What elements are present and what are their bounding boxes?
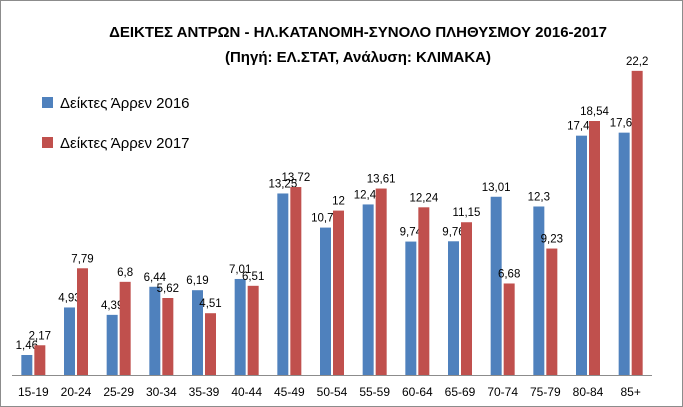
data-label-2016-30-34: 6,44 (144, 272, 167, 284)
x-tick-label: 35-39 (189, 385, 220, 399)
x-tick-label: 70-74 (487, 385, 518, 399)
plot-area: 1,462,17 15-19 4,93 7,79 20-24 4,39 6,8 25-29 6,… (12, 56, 652, 399)
bar-2017-55-59 (375, 188, 387, 375)
data-label-2017-55-59: 13,61 (367, 174, 396, 186)
data-label-2016-25-29: 4,39 (101, 300, 123, 312)
bar-2016-35-39 (192, 290, 203, 375)
bar-2016-55-59 (362, 204, 374, 375)
x-tick-label: 65-69 (445, 385, 476, 399)
x-tick-label: 50-54 (317, 385, 348, 399)
x-tick-label: 75-79 (530, 385, 561, 399)
data-label-2017-70-74: 6,68 (498, 268, 520, 280)
bar-2017-30-34 (162, 298, 174, 375)
bar-2016-80-84 (576, 135, 587, 375)
bar-2017-45-49 (290, 187, 302, 375)
bar-2016-40-44 (234, 278, 246, 375)
x-tick-label: 40-44 (231, 385, 262, 399)
x-tick-label: 25-29 (103, 385, 134, 399)
data-label-2016-15-19: 1,46 (16, 340, 38, 352)
x-tick-label: 80-84 (573, 385, 604, 399)
bar-2016-25-29 (106, 314, 118, 375)
bar-2016-20-24 (64, 307, 75, 375)
x-tick-label: 45-49 (274, 385, 305, 399)
x-tick-label: 20-24 (61, 385, 92, 399)
data-label-2016-65-69: 9,76 (442, 226, 464, 238)
data-label-2016-35-39: 6,19 (186, 275, 208, 287)
x-tick-label: 60-64 (402, 385, 433, 399)
bar-2017-25-29 (119, 281, 131, 375)
bar-2017-70-74 (503, 283, 515, 375)
bar-2016-70-74 (490, 196, 502, 375)
bar-2017-60-64 (418, 207, 430, 375)
data-label-2016-60-64: 9,74 (400, 227, 423, 239)
bar-2016-15-19 (21, 354, 33, 375)
bar-2016-30-34 (149, 286, 161, 375)
bar-2016-65-69 (448, 241, 459, 375)
data-label-2016-50-54: 10,76 (311, 213, 340, 225)
legend-swatch-2017 (42, 137, 53, 148)
data-label-2017-60-64: 12,24 (409, 192, 438, 204)
chart-title: ΔΕΙΚΤΕΣ ΑΝΤΡΩΝ - ΗΛ.ΚΑΤΑΝΟΜΗ-ΣΥΝΟΛΟ ΠΛΗΘ… (109, 24, 607, 41)
data-label-2017-50-54: 12 (332, 196, 345, 208)
data-label-2016-45-49: 13,25 (268, 178, 297, 190)
bar-2016-50-54 (320, 227, 331, 375)
data-label-2017-30-34: 5,62 (157, 283, 179, 295)
legend-label-2017: Δείκτες Άρρεν 2017 (60, 135, 190, 152)
legend: Δείκτες Άρρεν 2016 Δείκτες Άρρεν 2017 (42, 95, 190, 152)
data-label-2016-40-44: 7,01 (229, 264, 251, 276)
data-label-2017-35-39: 4,51 (199, 298, 221, 310)
data-label-2017-25-29: 6,8 (117, 267, 133, 279)
data-label-2017-85+: 22,2 (626, 56, 648, 68)
data-label-2017-40-44: 6,51 (242, 271, 264, 283)
bar-2017-40-44 (247, 285, 259, 375)
legend-label-2016: Δείκτες Άρρεν 2016 (60, 95, 190, 112)
data-label-2016-55-59: 12,45 (354, 189, 383, 201)
data-label-2016-85+: 17,69 (610, 118, 639, 130)
bar-2017-50-54 (333, 210, 344, 375)
chart-subtitle: (Πηγή: ΕΛ.ΣΤΑΤ, Ανάλυση: ΚΛΙΜΑΚΑ) (225, 49, 491, 66)
bar-2016-75-79 (533, 206, 545, 375)
x-tick-label: 15-19 (18, 385, 49, 399)
data-label-2016-80-84: 17,47 (567, 121, 596, 133)
data-label-2016-70-74: 13,01 (482, 182, 511, 194)
x-tick-label: 85+ (620, 385, 640, 399)
bar-2016-85+ (618, 132, 630, 375)
bar-2017-15-19 (34, 345, 46, 375)
x-tick-label: 55-59 (359, 385, 390, 399)
data-label-2017-20-24: 7,79 (71, 253, 93, 265)
data-label-2016-20-24: 4,93 (58, 292, 80, 304)
data-label-2017-45-49: 13,72 (281, 172, 310, 184)
bar-2017-35-39 (205, 313, 216, 375)
bar-2016-45-49 (277, 193, 289, 375)
x-tick-label: 30-34 (146, 385, 177, 399)
bar-2017-20-24 (77, 268, 88, 375)
data-label-2017-65-69: 11,15 (453, 207, 481, 219)
data-label-2016-75-79: 12,3 (528, 191, 550, 203)
bar-2017-80-84 (589, 121, 600, 375)
data-label-2017-80-84: 18,54 (580, 106, 609, 118)
data-label-2017-15-19: 2,17 (29, 330, 51, 342)
bar-2017-65-69 (461, 222, 472, 375)
bar-2017-75-79 (546, 248, 558, 375)
bar-2016-60-64 (405, 241, 417, 375)
legend-swatch-2016 (42, 97, 53, 108)
data-label-2017-75-79: 9,23 (541, 234, 563, 246)
bar-2017-85+ (631, 70, 643, 376)
